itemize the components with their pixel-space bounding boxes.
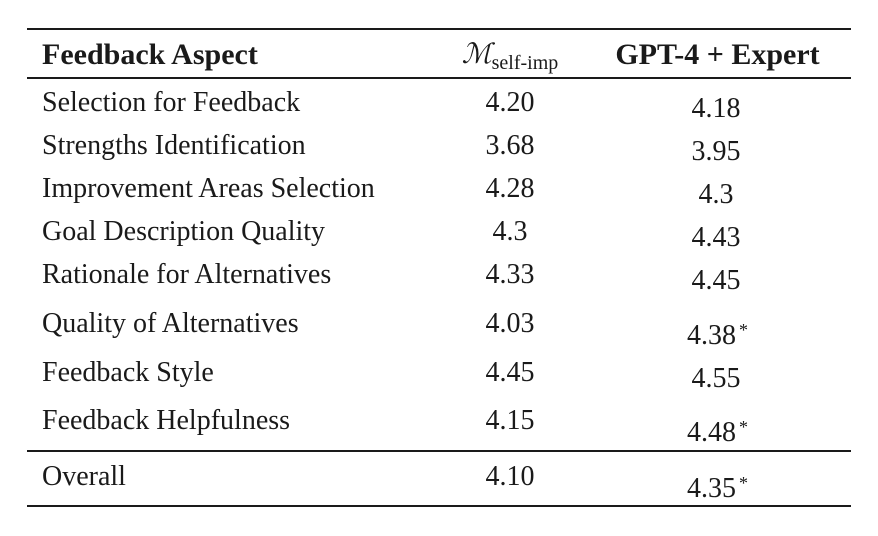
score-value: 4.45: [691, 265, 741, 296]
gpt4-expert-score: 4.45: [600, 255, 835, 296]
table-row: Rationale for Alternatives 4.33 4.45: [0, 255, 878, 296]
header-model-symbol: ℳ: [461, 39, 492, 70]
self-imp-score: 4.28: [485, 173, 535, 204]
gpt4-expert-score: 4.3: [600, 169, 835, 210]
table-row: Goal Description Quality 4.3 4.43: [0, 212, 878, 253]
aspect-label: Goal Description Quality: [42, 216, 326, 247]
table-bottom-rule: [27, 505, 851, 507]
self-imp-score: 4.03: [485, 308, 535, 339]
aspect-label: Quality of Alternatives: [42, 308, 299, 339]
gpt4-expert-score: 4.48 *: [600, 407, 835, 448]
score-value: 4.38: [687, 320, 736, 351]
table-header-rule: [27, 77, 851, 79]
significance-marker: *: [739, 473, 748, 493]
table-row: Selection for Feedback 4.20 4.18: [0, 83, 878, 124]
gpt4-expert-score: 4.55: [600, 353, 835, 394]
table-header-row: Feedback Aspect ℳself-imp GPT-4 + Expert: [0, 35, 878, 75]
score-value: 4.43: [691, 222, 741, 253]
aspect-label: Strengths Identification: [42, 130, 306, 161]
gpt4-expert-score: 3.95: [600, 126, 835, 167]
self-imp-score: 4.3: [492, 216, 528, 247]
self-imp-score: 4.20: [485, 87, 535, 118]
score-value: 4.48: [687, 417, 736, 448]
header-model-self-imp: ℳself-imp: [440, 35, 580, 75]
aspect-label: Selection for Feedback: [42, 87, 301, 118]
table-row: Quality of Alternatives 4.03 4.38 *: [0, 304, 878, 351]
overall-self-imp-score: 4.10: [485, 461, 535, 492]
score-value: 4.55: [691, 363, 741, 394]
overall-label: Overall: [42, 461, 126, 492]
aspect-label: Feedback Style: [42, 357, 214, 388]
table-row: Feedback Helpfulness 4.15 4.48 *: [0, 401, 878, 448]
aspect-label: Rationale for Alternatives: [42, 259, 332, 290]
significance-marker: *: [739, 417, 748, 437]
significance-marker: *: [739, 320, 748, 340]
table-row: Strengths Identification 3.68 3.95: [0, 126, 878, 167]
self-imp-score: 4.45: [485, 357, 535, 388]
table-overall-row: Overall 4.10 4.35 *: [0, 457, 878, 504]
header-gpt4-expert: GPT-4 + Expert: [615, 38, 820, 71]
header-feedback-aspect: Feedback Aspect: [42, 38, 258, 71]
self-imp-score: 4.15: [485, 405, 535, 436]
table-row: Improvement Areas Selection 4.28 4.3: [0, 169, 878, 210]
overall-gpt4-expert-score: 4.35 *: [600, 463, 835, 504]
gpt4-expert-score: 4.38 *: [600, 310, 835, 351]
score-value: 4.35: [687, 473, 736, 504]
gpt4-expert-score: 4.43: [600, 212, 835, 253]
self-imp-score: 4.33: [485, 259, 535, 290]
header-model-subscript: self-imp: [491, 52, 559, 74]
score-value: 3.95: [691, 136, 741, 167]
aspect-label: Improvement Areas Selection: [42, 173, 375, 204]
gpt4-expert-score: 4.18: [600, 83, 835, 124]
score-value: 4.18: [691, 93, 741, 124]
aspect-label: Feedback Helpfulness: [42, 405, 291, 436]
self-imp-score: 3.68: [485, 130, 535, 161]
score-value: 4.3: [698, 179, 734, 210]
table-top-rule: [27, 28, 851, 30]
table-overall-rule: [27, 450, 851, 452]
table-row: Feedback Style 4.45 4.55: [0, 353, 878, 394]
